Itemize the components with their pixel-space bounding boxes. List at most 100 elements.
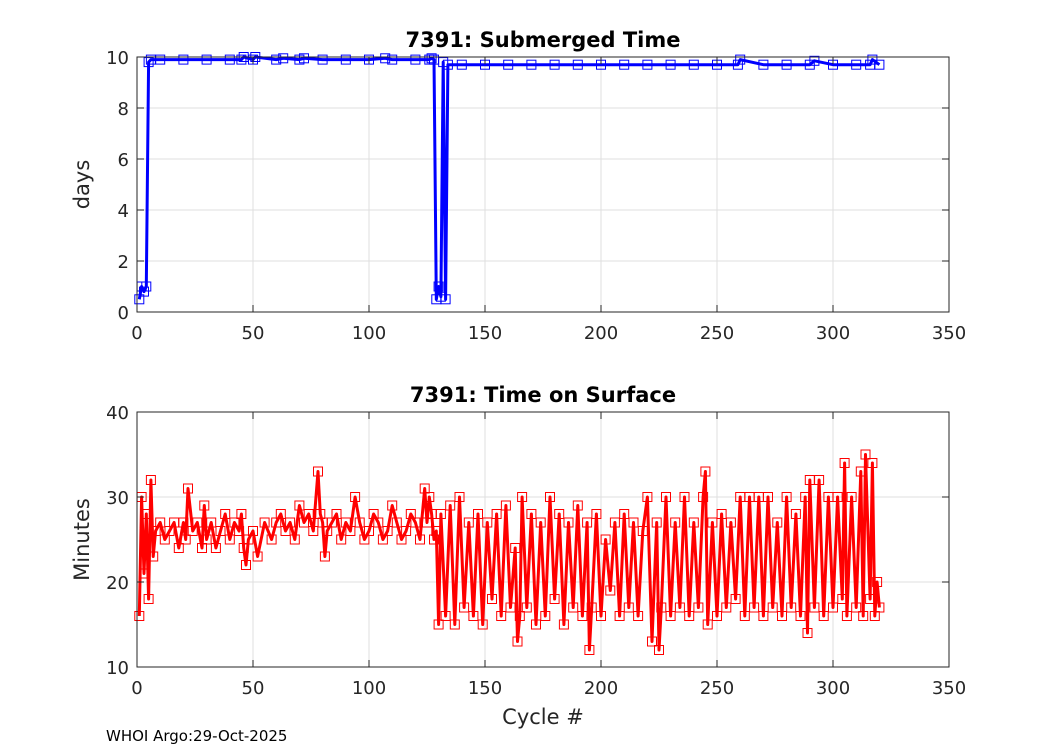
data-point <box>758 59 769 70</box>
data-point <box>206 517 217 528</box>
x-tick-label: 200 <box>584 323 618 344</box>
y-tick-label: 30 <box>106 488 129 509</box>
data-point <box>841 611 852 621</box>
data-point <box>299 53 309 64</box>
data-point <box>781 59 792 70</box>
data-point <box>749 602 760 613</box>
data-point <box>514 611 525 621</box>
data-point <box>139 568 149 579</box>
data-point <box>600 534 611 545</box>
data-point <box>572 500 583 511</box>
data-point <box>336 534 347 545</box>
data-point <box>387 54 398 65</box>
data-point <box>192 517 203 528</box>
data-point <box>313 466 323 477</box>
data-point <box>241 560 251 570</box>
data-point <box>259 517 270 528</box>
data-point <box>721 602 732 613</box>
data-point <box>732 59 743 70</box>
chart-title: 7391: Submerged Time <box>405 28 680 52</box>
data-point <box>373 517 384 528</box>
footer-credit: WHOI Argo:29-Oct-2025 <box>106 727 287 745</box>
y-tick-label: 4 <box>118 201 129 222</box>
data-point <box>716 509 727 519</box>
data-point <box>491 509 502 519</box>
data-point <box>145 475 156 485</box>
data-point <box>688 59 699 70</box>
data-point <box>818 611 829 621</box>
data-point <box>143 57 154 68</box>
data-point <box>591 509 602 519</box>
data-point <box>809 55 820 66</box>
data-point <box>459 602 470 613</box>
data-point <box>201 534 212 545</box>
data-point <box>651 517 662 528</box>
data-point <box>141 509 152 519</box>
data-point <box>665 611 676 621</box>
data-point <box>201 54 212 65</box>
data-point <box>614 611 625 621</box>
data-point <box>224 534 235 545</box>
data-point <box>503 59 514 70</box>
data-point <box>364 54 374 65</box>
data-point <box>874 602 885 613</box>
data-point <box>178 517 189 528</box>
x-tick-label: 200 <box>584 678 618 699</box>
data-point <box>837 594 848 604</box>
data-point <box>477 619 488 630</box>
data-point <box>661 492 671 502</box>
data-point <box>275 509 286 519</box>
data-point <box>526 509 537 519</box>
data-point <box>303 509 314 519</box>
x-tick-label: 300 <box>816 678 850 699</box>
data-point <box>183 483 193 494</box>
x-tick-label: 150 <box>468 678 502 699</box>
data-point <box>278 53 289 64</box>
data-point <box>572 59 583 70</box>
data-point <box>139 286 149 297</box>
y-tick-label: 20 <box>106 573 129 594</box>
data-point <box>802 628 813 638</box>
data-point <box>445 500 456 511</box>
data-point <box>867 458 878 468</box>
data-point <box>415 534 425 545</box>
data-point <box>220 509 231 519</box>
data-point <box>317 54 328 65</box>
data-point <box>563 517 574 528</box>
y-tick-label: 8 <box>118 99 129 120</box>
data-point <box>545 492 555 502</box>
data-point <box>482 517 493 528</box>
data-point <box>143 594 154 604</box>
data-point <box>148 551 159 562</box>
data-point <box>454 492 465 502</box>
data-point <box>180 534 191 545</box>
data-point <box>814 475 825 485</box>
data-point <box>531 619 541 630</box>
data-point <box>526 59 537 70</box>
data-point <box>684 611 695 621</box>
x-tick-label: 250 <box>700 323 734 344</box>
data-point <box>512 636 523 647</box>
data-point <box>800 492 811 502</box>
y-tick-label: 2 <box>118 252 129 273</box>
data-point <box>828 602 838 613</box>
x-tick-label: 50 <box>242 678 265 699</box>
data-point <box>735 54 746 65</box>
data-point <box>619 59 630 70</box>
x-tick-label: 350 <box>932 678 966 699</box>
data-point <box>134 611 145 621</box>
data-point <box>767 602 778 613</box>
data-point <box>809 602 820 613</box>
data-point <box>236 509 247 519</box>
chart-title: 7391: Time on Surface <box>410 383 676 407</box>
data-point <box>178 54 189 65</box>
data-point <box>199 500 210 511</box>
y-axis-label: days <box>70 160 94 210</box>
data-point <box>210 543 221 553</box>
data-point <box>772 517 783 528</box>
data-point <box>851 602 862 613</box>
data-point <box>786 602 797 613</box>
y-tick-label: 6 <box>118 150 129 171</box>
data-point <box>872 577 883 587</box>
